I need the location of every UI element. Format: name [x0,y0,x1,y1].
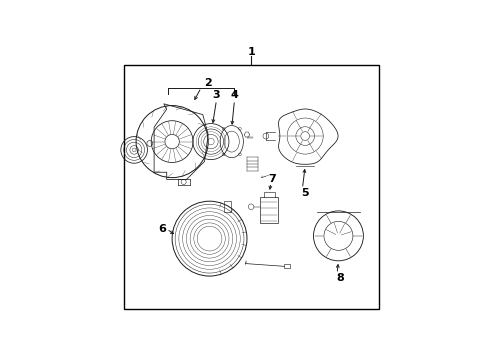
Bar [284,264,290,268]
Text: 4: 4 [231,90,239,100]
Bar [260,197,278,223]
Text: 8: 8 [336,273,343,283]
Text: 6: 6 [158,224,166,234]
Text: 3: 3 [213,90,220,100]
Text: 2: 2 [204,78,212,89]
Text: 7: 7 [268,174,276,184]
Bar [123,66,379,309]
Text: 1: 1 [247,48,255,57]
Bar [224,201,231,212]
Text: 5: 5 [301,188,309,198]
